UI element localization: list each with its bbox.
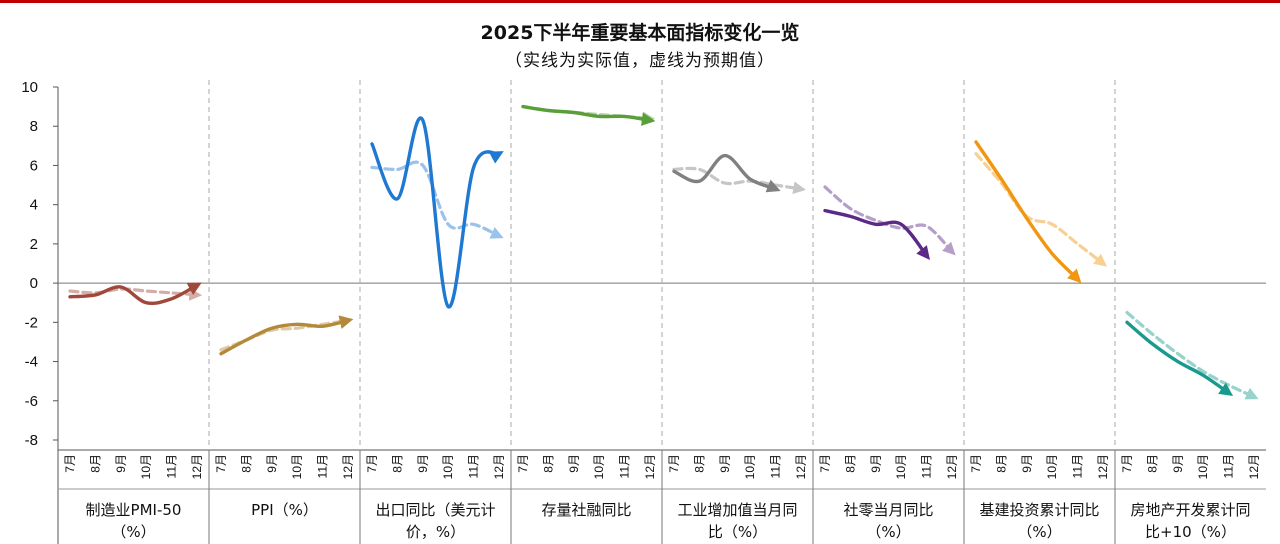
y-tick-label: -4 bbox=[25, 354, 38, 371]
x-tick-label: 9月 bbox=[718, 454, 732, 473]
x-tick-label: 12月 bbox=[341, 454, 355, 479]
x-tick-label: 7月 bbox=[667, 454, 681, 473]
x-tick-label: 9月 bbox=[1171, 454, 1185, 473]
x-tick-label: 12月 bbox=[1096, 454, 1110, 479]
x-tick-label: 10月 bbox=[1045, 454, 1059, 479]
x-tick-label: 11月 bbox=[467, 454, 481, 478]
actual-series-line bbox=[219, 315, 354, 356]
x-tick-label: 12月 bbox=[492, 454, 506, 479]
x-tick-label: 12月 bbox=[1247, 454, 1261, 479]
x-tick-label: 9月 bbox=[1020, 454, 1034, 473]
y-tick-label: -8 bbox=[25, 432, 38, 449]
panel-label: （%） bbox=[866, 523, 910, 541]
x-tick-label: 10月 bbox=[290, 454, 304, 479]
x-tick-label: 8月 bbox=[239, 454, 253, 473]
x-tick-label: 9月 bbox=[114, 454, 128, 473]
actual-series-line bbox=[1125, 320, 1234, 396]
x-tick-label: 7月 bbox=[818, 454, 832, 473]
x-tick-label: 11月 bbox=[165, 454, 179, 478]
panel-label: 工业增加值当月同 bbox=[677, 501, 797, 519]
y-tick-label: -2 bbox=[25, 314, 38, 331]
x-tick-label: 11月 bbox=[920, 454, 934, 478]
expected-series-line bbox=[672, 166, 807, 195]
top-red-rule bbox=[0, 0, 1280, 3]
x-tick-label: 7月 bbox=[63, 454, 77, 473]
y-tick-label: 4 bbox=[30, 197, 38, 214]
x-tick-label: 9月 bbox=[416, 454, 430, 473]
x-tick-label: 7月 bbox=[516, 454, 530, 473]
x-tick-label: 10月 bbox=[894, 454, 908, 479]
expected-series-line bbox=[68, 287, 203, 301]
x-tick-label: 10月 bbox=[441, 454, 455, 479]
x-tick-label: 11月 bbox=[769, 454, 783, 478]
x-tick-label: 11月 bbox=[1222, 454, 1236, 478]
y-tick-label: 8 bbox=[30, 118, 38, 135]
expected-series-line bbox=[370, 160, 504, 239]
x-tick-label: 7月 bbox=[1120, 454, 1134, 473]
series-lines bbox=[68, 104, 1259, 400]
x-tick-label: 8月 bbox=[390, 454, 404, 473]
expected-series-line bbox=[974, 152, 1108, 267]
x-tick-label: 12月 bbox=[643, 454, 657, 479]
y-tick-label: 2 bbox=[30, 236, 38, 253]
actual-series-line bbox=[521, 104, 656, 126]
x-tick-label: 9月 bbox=[567, 454, 581, 473]
actual-series-line bbox=[370, 116, 504, 309]
panel-label: 制造业PMI-50 bbox=[86, 501, 182, 519]
x-tick-label: 10月 bbox=[592, 454, 606, 479]
y-tick-label: -6 bbox=[25, 393, 38, 410]
actual-series-line bbox=[823, 208, 930, 260]
x-tick-label: 12月 bbox=[945, 454, 959, 479]
panel-label: 存量社融同比 bbox=[541, 501, 631, 519]
x-tick-label: 8月 bbox=[692, 454, 706, 473]
x-tick-label: 8月 bbox=[541, 454, 555, 473]
panel-label: 社零当月同比 bbox=[843, 501, 933, 519]
y-tick-label: 10 bbox=[21, 79, 38, 96]
actual-series-line bbox=[68, 282, 202, 306]
panel-label: PPI（%） bbox=[251, 501, 318, 519]
x-tick-label: 8月 bbox=[88, 454, 102, 473]
x-tick-label: 8月 bbox=[994, 454, 1008, 473]
x-tick-label: 12月 bbox=[794, 454, 808, 479]
x-tick-label: 7月 bbox=[969, 454, 983, 473]
x-tick-label: 12月 bbox=[190, 454, 204, 479]
expected-series-line bbox=[823, 185, 956, 256]
panel-label: 房地产开发累计同 bbox=[1130, 501, 1250, 519]
x-tick-label: 8月 bbox=[843, 454, 857, 473]
x-tick-label: 10月 bbox=[743, 454, 757, 479]
x-tick-label: 7月 bbox=[365, 454, 379, 473]
x-tick-label: 11月 bbox=[1071, 454, 1085, 478]
x-tick-label: 11月 bbox=[618, 454, 632, 478]
chart-title: 2025下半年重要基本面指标变化一览 bbox=[480, 22, 800, 44]
expected-series-line bbox=[1125, 310, 1259, 400]
panel-label: 比（%） bbox=[708, 523, 767, 541]
panel-label: （%） bbox=[1017, 523, 1061, 541]
x-tick-label: 10月 bbox=[139, 454, 153, 479]
x-tick-label: 9月 bbox=[869, 454, 883, 473]
x-tick-label: 11月 bbox=[316, 454, 330, 478]
actual-series-line bbox=[974, 140, 1082, 284]
x-tick-label: 10月 bbox=[1196, 454, 1210, 479]
axes: 10 8 6 4 2 0 -2 -4 -6 -8 7月 8月 9月 10月 11月 12月 7月 8月 9月 10月 1… bbox=[21, 79, 1266, 544]
panel-label: 出口同比（美元计 bbox=[375, 501, 495, 519]
panel-label: 比+10（%） bbox=[1145, 523, 1236, 541]
chart-subtitle: （实线为实际值，虚线为预期值） bbox=[505, 51, 775, 71]
panel-label: 价，%） bbox=[406, 523, 465, 541]
y-tick-label: 6 bbox=[30, 157, 38, 174]
actual-series-line bbox=[672, 153, 781, 193]
x-tick-label: 9月 bbox=[265, 454, 279, 473]
y-tick-label: 0 bbox=[30, 275, 38, 292]
panel-label: 基建投资累计同比 bbox=[979, 501, 1099, 519]
x-tick-label: 7月 bbox=[214, 454, 228, 473]
x-tick-label: 8月 bbox=[1145, 454, 1159, 473]
panel-label: （%） bbox=[111, 523, 155, 541]
